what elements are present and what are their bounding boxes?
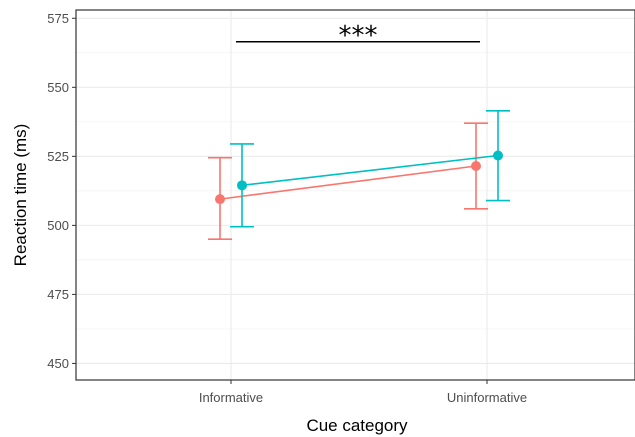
plot-border	[75, 9, 635, 381]
y-tick-label: 450	[47, 356, 69, 371]
series-line	[241, 154, 499, 187]
y-tick-label: 525	[47, 149, 69, 164]
y-tick-label: 500	[47, 218, 69, 233]
data-point	[493, 150, 503, 161]
x-axis: Informative Uninformative	[199, 380, 527, 405]
y-tick-label: 550	[47, 80, 69, 95]
major-grid	[76, 10, 635, 380]
series-layer	[208, 109, 510, 240]
data-point	[215, 194, 225, 205]
y-axis-title: Reaction time (ms)	[11, 124, 30, 267]
series-group	[230, 109, 510, 228]
annotation-layer: ***	[236, 21, 480, 51]
x-tick-label: Uninformative	[447, 390, 527, 405]
x-axis-title: Cue category	[306, 416, 408, 435]
y-tick-label: 475	[47, 287, 69, 302]
minor-grid	[76, 52, 635, 330]
significance-label: ***	[339, 21, 378, 51]
data-point	[471, 161, 481, 172]
y-tick-label: 575	[47, 11, 69, 26]
plot-background	[76, 10, 635, 380]
series-group	[208, 122, 488, 240]
x-tick-label: Informative	[199, 390, 263, 405]
data-point	[237, 180, 247, 191]
y-axis: 450 475 500 525 550 575	[47, 11, 76, 371]
series-line	[219, 165, 477, 200]
